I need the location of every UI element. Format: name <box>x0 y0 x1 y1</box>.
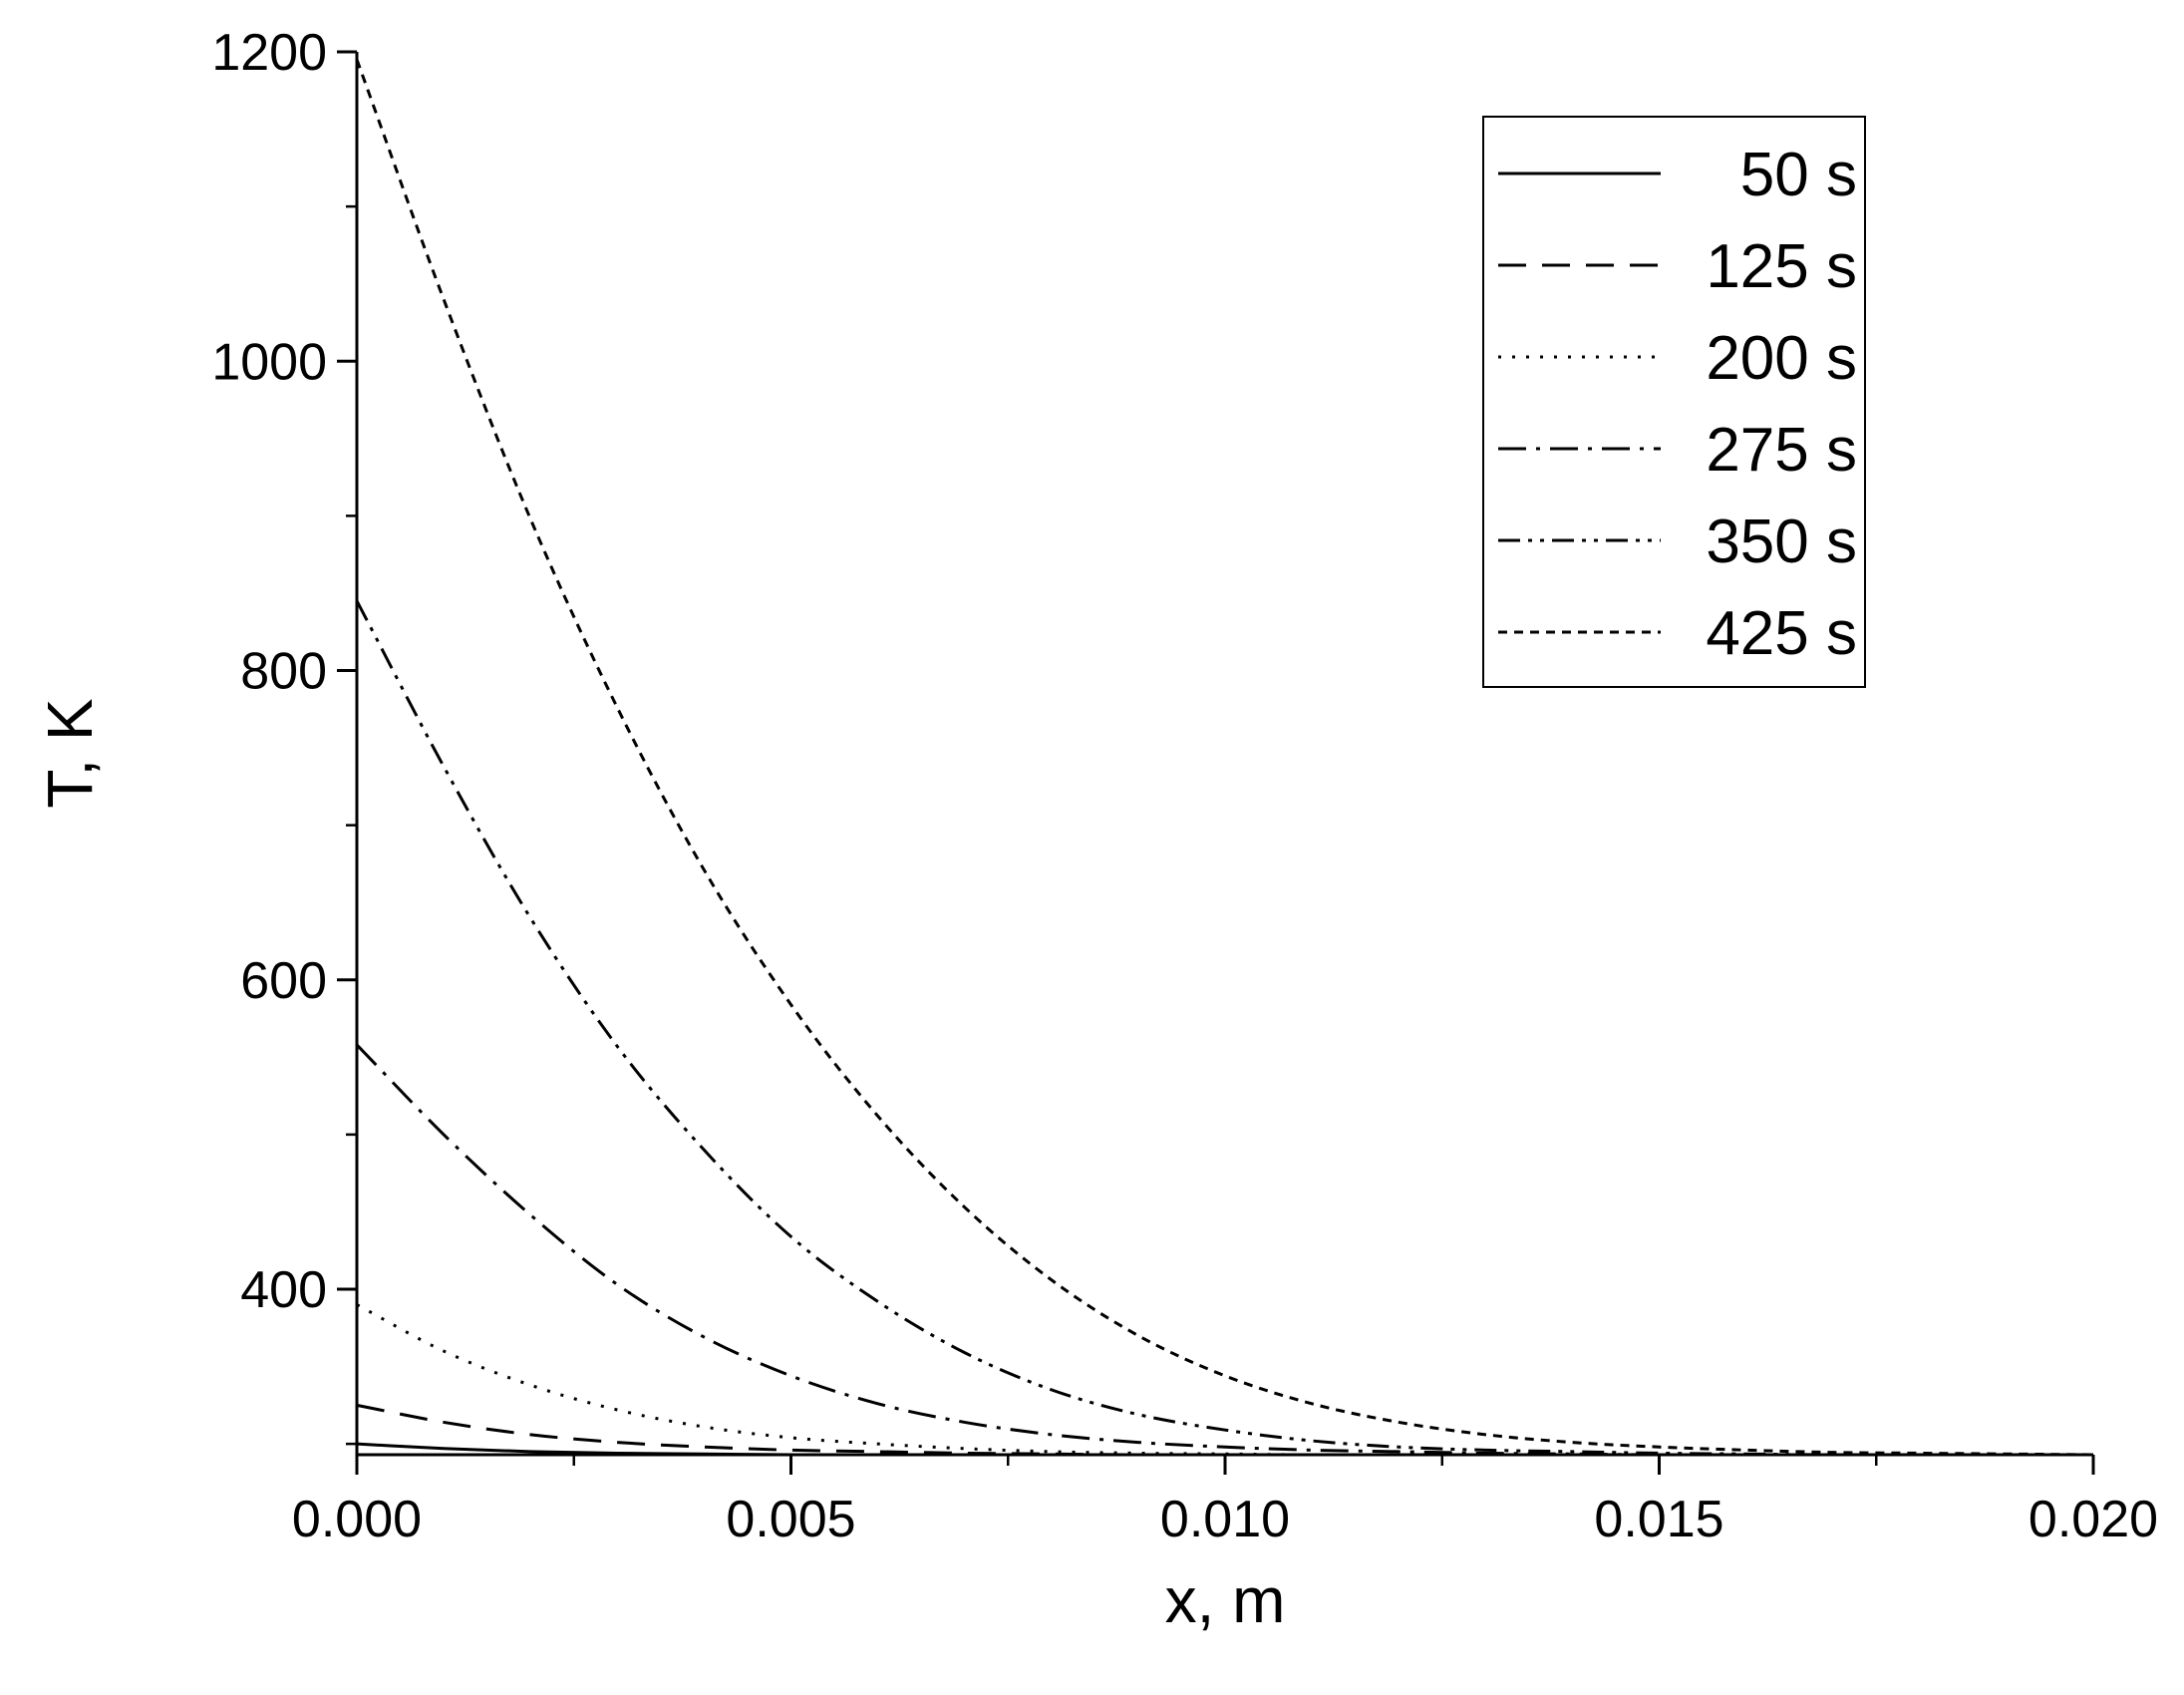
legend: 50 s 125 s 200 s 275 s 350 s 425 s <box>1482 116 1866 688</box>
legend-label: 425 s <box>1706 599 1857 668</box>
y-axis-ticks: 400 600 800 1000 1200 <box>211 24 357 1446</box>
legend-label: 125 s <box>1706 232 1857 301</box>
axes-layer: 0.000 0.005 0.010 0.015 0.020 400 600 800 1000 1… <box>211 24 2158 1548</box>
y-tick-label: 1200 <box>211 24 327 82</box>
legend-label: 50 s <box>1740 141 1857 209</box>
y-tick-label: 600 <box>240 952 327 1010</box>
x-axis-ticks: 0.000 0.005 0.010 0.015 0.020 <box>292 1455 2158 1548</box>
x-tick-label: 0.010 <box>1160 1491 1290 1548</box>
x-axis-title: x, m <box>1165 1564 1286 1636</box>
y-axis-title: T, K <box>34 698 106 808</box>
series-line-350s <box>355 600 2093 1457</box>
y-tick-label: 400 <box>240 1261 327 1319</box>
y-tick-label: 800 <box>240 643 327 701</box>
legend-label: 200 s <box>1706 324 1857 393</box>
legend-box <box>1482 116 1866 688</box>
x-tick-label: 0.000 <box>292 1491 422 1548</box>
x-tick-label: 0.015 <box>1594 1491 1723 1548</box>
series-line-200s <box>356 1303 2093 1457</box>
legend-label: 275 s <box>1706 416 1857 485</box>
legend-label: 350 s <box>1706 508 1857 576</box>
x-tick-label: 0.005 <box>726 1491 855 1548</box>
y-tick-label: 1000 <box>211 333 327 391</box>
x-tick-label: 0.020 <box>2028 1491 2158 1548</box>
